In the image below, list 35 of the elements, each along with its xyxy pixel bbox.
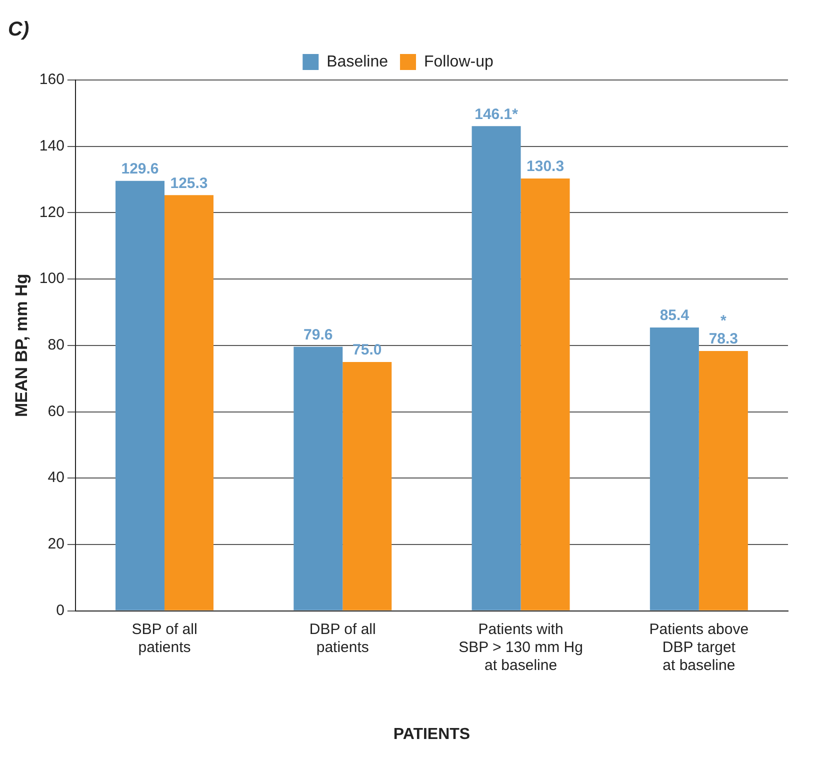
data-label: 75.0 [352, 342, 382, 359]
y-tick-label: 120 [39, 204, 64, 221]
data-label: 130.3 [526, 158, 564, 176]
legend-label: Follow-up [424, 53, 494, 70]
data-label: 78.3 [708, 330, 738, 348]
bar [164, 195, 214, 610]
data-label: 129.6 [121, 160, 159, 178]
bar [520, 178, 570, 610]
x-tick-label: Patients above DBP target at baseline [649, 620, 749, 674]
y-tick-label: 160 [39, 71, 64, 88]
x-axis-title: PATIENTS [393, 726, 470, 743]
bar [472, 126, 521, 610]
y-axis-title: MEAN BP, mm Hg [12, 274, 31, 418]
bar [698, 351, 748, 610]
bar [294, 346, 343, 610]
y-tick-label: 80 [48, 336, 64, 354]
bar [650, 327, 699, 610]
chart-title: C) [8, 18, 30, 41]
x-tick-label: SBP of all patients [132, 620, 198, 656]
data-label: 146.1* [474, 106, 518, 123]
data-label: 79.6 [304, 326, 333, 344]
bar [116, 180, 164, 610]
y-tick-label: 20 [48, 536, 64, 553]
data-label: 85.4 [660, 307, 690, 324]
y-tick-label: 140 [39, 137, 64, 154]
y-tick-label: 0 [56, 602, 64, 619]
y-tick-label: 100 [39, 270, 64, 288]
y-tick-label: 40 [48, 469, 64, 486]
data-label: 125.3 [170, 174, 208, 192]
x-tick-label: DBP of all patients [309, 620, 376, 656]
y-tick-label: 60 [48, 402, 64, 420]
annotation: * [720, 312, 726, 330]
bar [342, 362, 392, 610]
legend-label: Baseline [326, 53, 388, 70]
x-tick-label: Patients with SBP > 130 mm Hg at baseline [458, 620, 583, 674]
